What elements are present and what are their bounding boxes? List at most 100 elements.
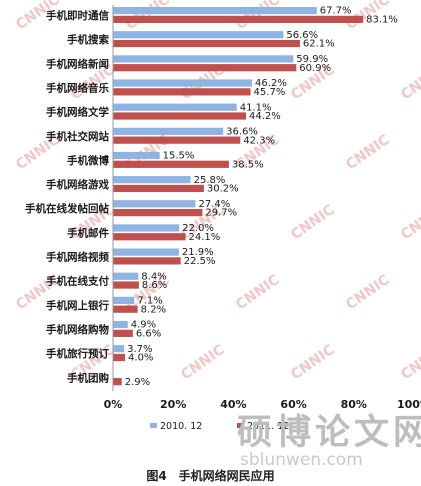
data-label-2010: 25.8%: [194, 175, 226, 186]
data-label-2011: 24.1%: [189, 232, 221, 243]
watermark-brand: CNNIC: [398, 202, 421, 243]
x-tick-label: 20%: [160, 398, 186, 411]
data-label-2011: 60.9%: [299, 63, 331, 74]
bar-2010: [113, 200, 196, 208]
bar-2011: [113, 64, 297, 72]
bar-2010: [113, 103, 237, 111]
bar-2011: [113, 257, 181, 265]
category-label: 手机在线支付: [46, 275, 109, 288]
bar-2011: [113, 378, 122, 386]
category-label: 手机网络游戏: [46, 178, 109, 191]
data-label-2011: 22.5%: [184, 256, 216, 267]
category-label: 手机网络音乐: [46, 81, 109, 94]
category-label: 手机网络购物: [46, 323, 109, 336]
bar-2011: [113, 353, 126, 362]
data-label-2011: 29.7%: [205, 208, 237, 219]
bar-2010: [113, 55, 294, 63]
legend-label-2010: 2010. 12: [160, 421, 202, 432]
watermark-brand: CNNIC: [178, 342, 227, 383]
bar-2011: [113, 39, 300, 48]
data-label-2011: 44.2%: [249, 111, 281, 122]
category-label: 手机团购: [67, 371, 109, 384]
bar-2011: [113, 233, 186, 241]
category-label: 手机在线发帖回帖: [25, 202, 109, 215]
data-label-2011: 38.5%: [232, 159, 264, 170]
category-label: 手机网络文学: [46, 106, 109, 119]
data-label-2010: 8.4%: [141, 271, 166, 282]
data-label-2010: 4.9%: [131, 320, 156, 331]
x-tick-label: 100%: [397, 398, 421, 411]
category-label: 手机微博: [67, 154, 109, 167]
bar-2011: [113, 15, 364, 23]
site-watermark: 硕博论文网 sblunwen.com: [237, 412, 421, 470]
data-label-2010: 36.6%: [226, 126, 258, 137]
bar-2010: [113, 296, 135, 304]
data-label-2011: 45.7%: [254, 87, 286, 98]
data-label-2010: 3.7%: [127, 344, 152, 355]
bar-2011: [113, 305, 138, 313]
watermark-brand: CNNIC: [343, 132, 392, 173]
data-label-2010: 21.9%: [182, 247, 214, 258]
data-label-2010: 15.5%: [163, 151, 195, 162]
figure-caption: 图4 手机网络网民应用: [146, 469, 275, 483]
data-label-2010: 7.1%: [137, 296, 162, 307]
x-tick-label: 80%: [341, 398, 367, 411]
data-label-2011: 30.2%: [207, 184, 239, 195]
data-label-2010: 56.6%: [286, 30, 318, 41]
data-label-2011: 4.0%: [128, 353, 153, 364]
category-label: 手机网上银行: [46, 299, 109, 312]
bar-2011: [113, 281, 139, 289]
category-label: 手机网络新闻: [46, 57, 109, 70]
x-tick-label: 60%: [280, 398, 306, 411]
bar-2011: [113, 209, 203, 217]
bar-2010: [113, 248, 179, 256]
legend-swatch-2010: [150, 423, 157, 428]
watermark-chars: 硕博论文网: [237, 412, 421, 453]
category-label: 手机搜索: [67, 33, 109, 46]
data-label-2011: 8.2%: [141, 304, 166, 315]
watermark-url: sblunwen.com: [240, 450, 363, 465]
bars-layer: 67.7% 83.1% 56.6%62.1% 59.9%60.9% 46.2%45.7%…: [113, 6, 398, 388]
bar-2010: [113, 151, 160, 160]
axis-layer: 手机即时通信手机搜索手机网络新闻手机网络音乐手机网络文学手机社交网站手机微博手机…: [25, 5, 421, 411]
watermark-brand: CNNIC: [398, 62, 421, 103]
bar-2010: [113, 345, 125, 353]
data-label-2010: 46.2%: [255, 78, 287, 89]
data-label-2010: 27.4%: [198, 199, 230, 210]
x-tick-label: 0%: [104, 398, 123, 411]
watermark-brand: CNNIC: [343, 272, 392, 313]
bar-2010: [113, 31, 284, 39]
bar-2010: [113, 7, 317, 15]
watermark-brand: CNNIC: [233, 272, 282, 313]
bar-2010: [113, 127, 224, 135]
category-label: 手机邮件: [67, 226, 109, 239]
data-label-2011: 8.6%: [142, 280, 167, 291]
bar-2010: [113, 176, 191, 184]
data-label-2010: 22.0%: [182, 223, 214, 234]
data-label-2011: 42.3%: [243, 135, 275, 146]
data-label-2011: 83.1%: [366, 15, 398, 26]
bar-2011: [113, 329, 133, 337]
bar-2010: [113, 79, 253, 87]
watermark-brand: CNNIC: [288, 202, 337, 243]
data-label-2011: 62.1%: [303, 39, 335, 50]
data-label-2011: 2.9%: [125, 377, 150, 388]
bar-2011: [113, 184, 204, 193]
legend: 2010. 12 2011. 12: [150, 421, 289, 432]
bar-2011: [113, 88, 251, 96]
category-label: 手机社交网站: [46, 130, 109, 143]
category-label: 手机网络视频: [46, 251, 109, 264]
bar-2011: [113, 136, 241, 144]
legend-swatch-2011: [237, 423, 244, 428]
bar-2010: [113, 224, 180, 232]
bar-2010: [113, 320, 128, 329]
data-label-2010: 67.7%: [320, 6, 352, 17]
category-label: 手机即时通信: [46, 9, 109, 22]
bar-2010: [113, 272, 139, 280]
data-label-2010: 41.1%: [240, 102, 272, 113]
category-label: 手机旅行预订: [46, 347, 109, 360]
bar-2011: [113, 112, 247, 120]
bar-2011: [113, 160, 229, 168]
